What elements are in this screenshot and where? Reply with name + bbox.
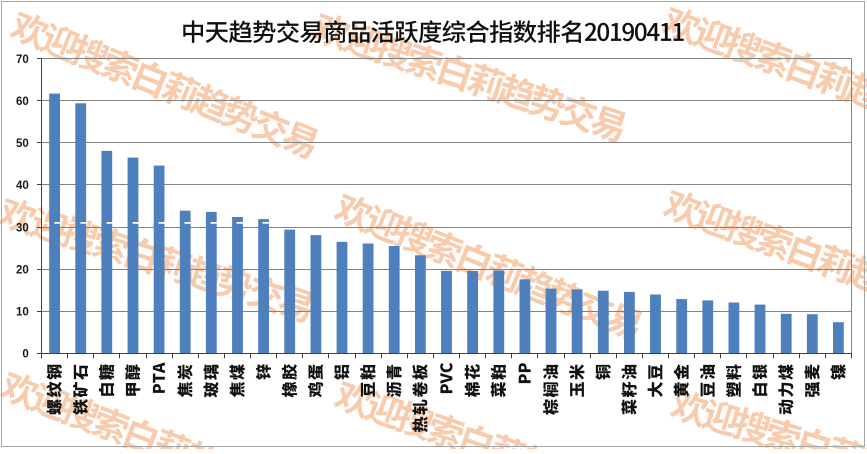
svg-text:30: 30: [16, 222, 29, 234]
svg-text:20: 20: [16, 264, 29, 276]
svg-text:70: 70: [16, 54, 29, 66]
svg-text:10: 10: [16, 307, 29, 319]
svg-text:40: 40: [16, 180, 29, 192]
svg-text:50: 50: [16, 138, 29, 150]
svg-text:60: 60: [16, 96, 29, 108]
svg-text:0: 0: [22, 349, 28, 361]
